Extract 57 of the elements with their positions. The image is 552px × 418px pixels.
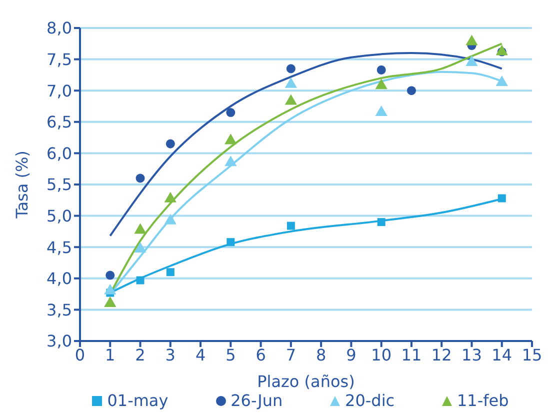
x-tick-label: 8	[316, 345, 326, 364]
point	[134, 223, 146, 234]
x-tick-label: 14	[492, 345, 512, 364]
y-tick-label: 4,5	[46, 238, 72, 257]
line-series	[109, 52, 503, 237]
point	[224, 156, 237, 166]
x-tick-label: 2	[135, 345, 146, 364]
y-tick-label: 3,5	[46, 300, 72, 320]
point	[166, 268, 174, 276]
point	[496, 44, 508, 56]
point	[136, 174, 145, 183]
legend-label: 26-Jun	[230, 391, 283, 410]
point	[498, 194, 506, 202]
point	[466, 34, 478, 46]
point	[164, 192, 176, 202]
point	[496, 75, 508, 86]
legend-label: 01-may	[106, 391, 168, 410]
point	[286, 222, 295, 230]
point	[284, 94, 298, 105]
point	[106, 270, 115, 280]
x-tick-label: 15	[522, 345, 542, 364]
x-tick-label: 9	[346, 345, 356, 364]
point	[375, 105, 388, 116]
y-tick-label: 7,0	[46, 81, 72, 100]
legend-label: 20-dic	[344, 391, 395, 410]
x-tick-label: 12	[431, 345, 452, 364]
point	[375, 78, 388, 90]
point	[164, 214, 176, 224]
point	[224, 134, 237, 144]
y-tick-label: 7,5	[46, 50, 72, 69]
x-tick-label: 5	[226, 345, 236, 364]
point	[466, 55, 478, 66]
legend-label: 11-feb	[456, 391, 509, 410]
point	[284, 77, 298, 88]
y-tick-label: 8,0	[46, 18, 72, 38]
y-tick-label: 5,0	[46, 206, 72, 226]
x-tick-label: 13	[462, 345, 482, 364]
x-axis-title: Plazo (años)	[257, 372, 355, 391]
y-tick-label: 4,0	[46, 269, 72, 288]
point	[377, 218, 386, 226]
point	[166, 139, 175, 148]
point	[376, 65, 386, 74]
point	[226, 238, 235, 246]
y-tick-label: 6,0	[46, 144, 72, 163]
y-axis-title: Tasa (%)	[12, 150, 32, 220]
x-tick-label: 11	[401, 345, 422, 364]
x-tick-label: 7	[286, 345, 296, 364]
x-tick-label: 0	[74, 345, 86, 364]
x-tick-label: 10	[371, 345, 392, 364]
x-tick-label: 1	[105, 345, 116, 364]
y-tick-label: 3,0	[46, 332, 72, 351]
x-tick-label: 6	[256, 345, 266, 364]
x-tick-label: 3	[165, 345, 176, 364]
y-tick-label: 6,5	[46, 112, 72, 132]
point	[136, 276, 144, 284]
y-tick-label: 5,5	[46, 175, 72, 194]
x-tick-label: 4	[195, 345, 206, 364]
